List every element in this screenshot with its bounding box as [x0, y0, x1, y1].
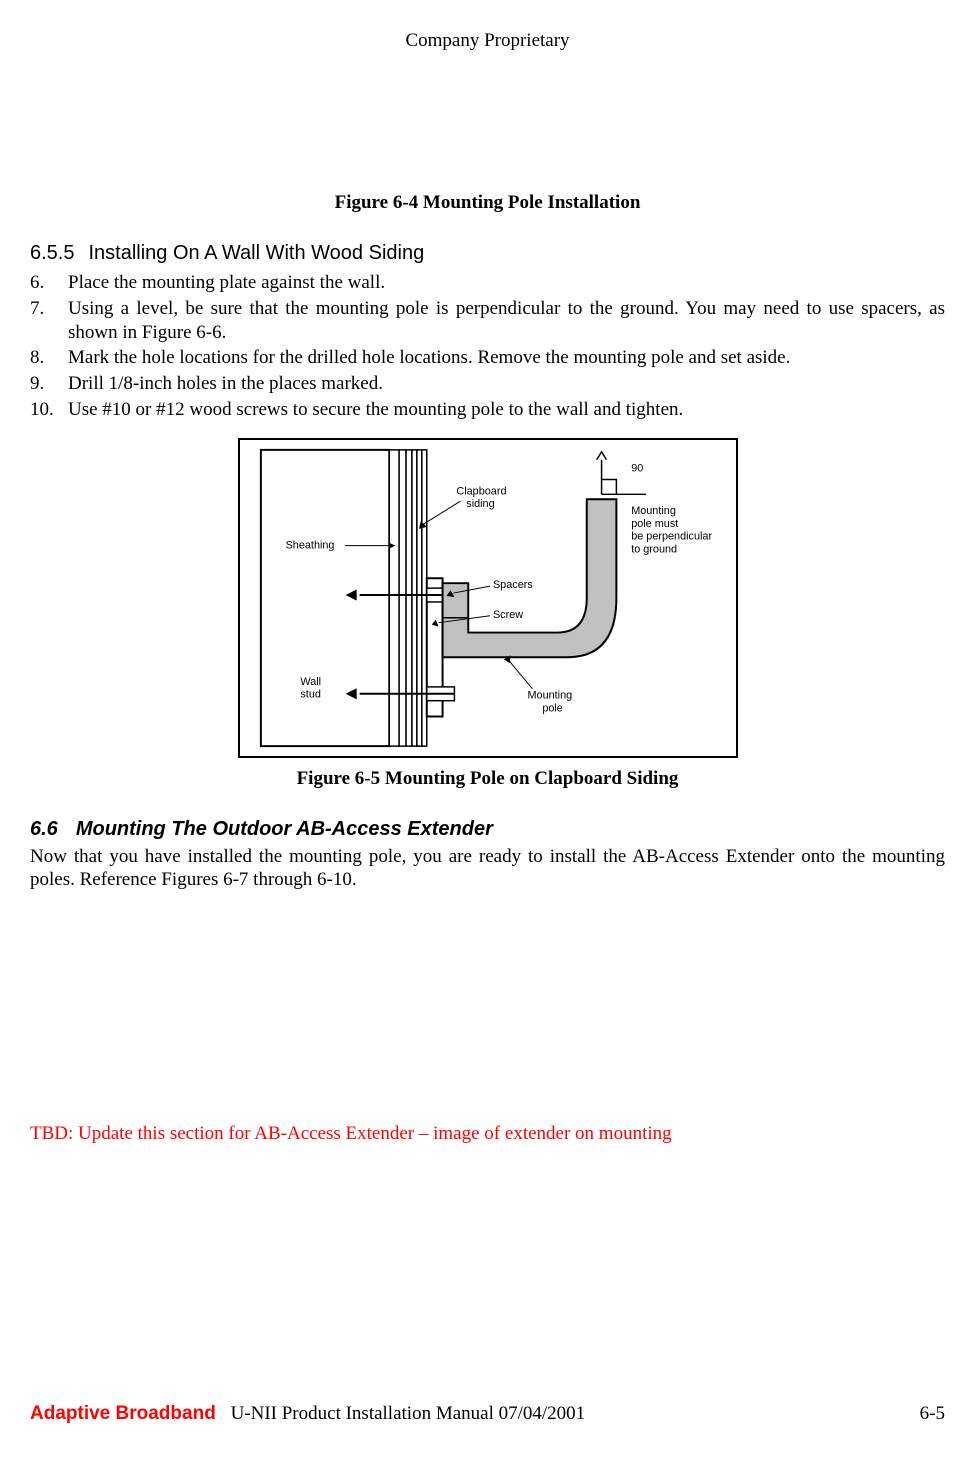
step-text: Mark the hole locations for the drilled …: [68, 347, 790, 368]
diagram-label-pole1: Mounting: [527, 689, 572, 701]
diagram-label-spacers: Spacers: [492, 579, 532, 591]
section-number: 6.6: [30, 818, 58, 841]
step-number: 9.: [30, 372, 60, 396]
diagram-label-mount4: to ground: [631, 543, 677, 555]
figure-6-5-diagram-wrap: 90 Sheathing Clapboard siding Mounting p…: [30, 438, 945, 758]
section-title: Mounting The Outdoor AB-Access Extender: [76, 818, 493, 840]
diagram-label-clapboard1: Clapboard: [456, 485, 506, 497]
footer-brand: Adaptive Broadband: [30, 1403, 216, 1424]
footer-page-number: 6-5: [920, 1403, 945, 1425]
tbd-note: TBD: Update this section for AB-Access E…: [30, 1122, 945, 1146]
diagram-label-angle: 90: [631, 462, 643, 474]
diagram-label-mount1: Mounting: [631, 505, 676, 517]
subsection-6-5-5-heading: 6.5.5 Installing On A Wall With Wood Sidi…: [30, 242, 945, 265]
step-text: Place the mounting plate against the wal…: [68, 272, 385, 293]
diagram-label-mount3: be perpendicular: [631, 530, 712, 542]
footer-title: U-NII Product Installation Manual 07/04/…: [231, 1403, 586, 1424]
section-6-6-paragraph: Now that you have installed the mounting…: [30, 845, 945, 893]
figure-6-4-caption: Figure 6-4 Mounting Pole Installation: [30, 192, 945, 214]
step-text: Use #10 or #12 wood screws to secure the…: [68, 399, 683, 420]
step-number: 6.: [30, 271, 60, 295]
step-number: 7.: [30, 297, 60, 321]
list-item: 6.Place the mounting plate against the w…: [68, 271, 945, 295]
list-item: 8.Mark the hole locations for the drille…: [68, 346, 945, 370]
step-text: Drill 1/8-inch holes in the places marke…: [68, 373, 383, 394]
diagram-label-sheathing: Sheathing: [285, 539, 334, 551]
list-item: 9.Drill 1/8-inch holes in the places mar…: [68, 372, 945, 396]
subsection-number: 6.5.5: [30, 242, 74, 265]
diagram-label-screw: Screw: [492, 608, 522, 620]
step-text: Using a level, be sure that the mounting…: [68, 298, 945, 343]
mounting-pole-diagram-svg: 90 Sheathing Clapboard siding Mounting p…: [240, 440, 736, 756]
list-item: 10.Use #10 or #12 wood screws to secure …: [54, 398, 945, 422]
diagram-label-clapboard2: siding: [466, 498, 494, 510]
figure-6-5-diagram: 90 Sheathing Clapboard siding Mounting p…: [238, 438, 738, 758]
diagram-label-pole2: pole: [542, 702, 563, 714]
page-header-classification: Company Proprietary: [30, 30, 945, 52]
footer-left: Adaptive Broadband U-NII Product Install…: [30, 1403, 585, 1425]
diagram-label-wall2: stud: [300, 688, 321, 700]
figure-6-5-caption: Figure 6-5 Mounting Pole on Clapboard Si…: [30, 768, 945, 790]
diagram-label-wall1: Wall: [300, 675, 321, 687]
list-item: 7.Using a level, be sure that the mounti…: [68, 297, 945, 345]
install-steps-list: 6. Place the mounting plate against the w…: [30, 271, 945, 422]
step-number: 10.: [30, 398, 60, 422]
section-6-6-heading: 6.6 Mounting The Outdoor AB-Access Extend…: [30, 818, 945, 841]
page-footer: Adaptive Broadband U-NII Product Install…: [30, 1403, 945, 1425]
subsection-title: Installing On A Wall With Wood Siding: [88, 242, 424, 264]
diagram-label-mount2: pole must: [631, 517, 678, 529]
step-number: 8.: [30, 346, 60, 370]
